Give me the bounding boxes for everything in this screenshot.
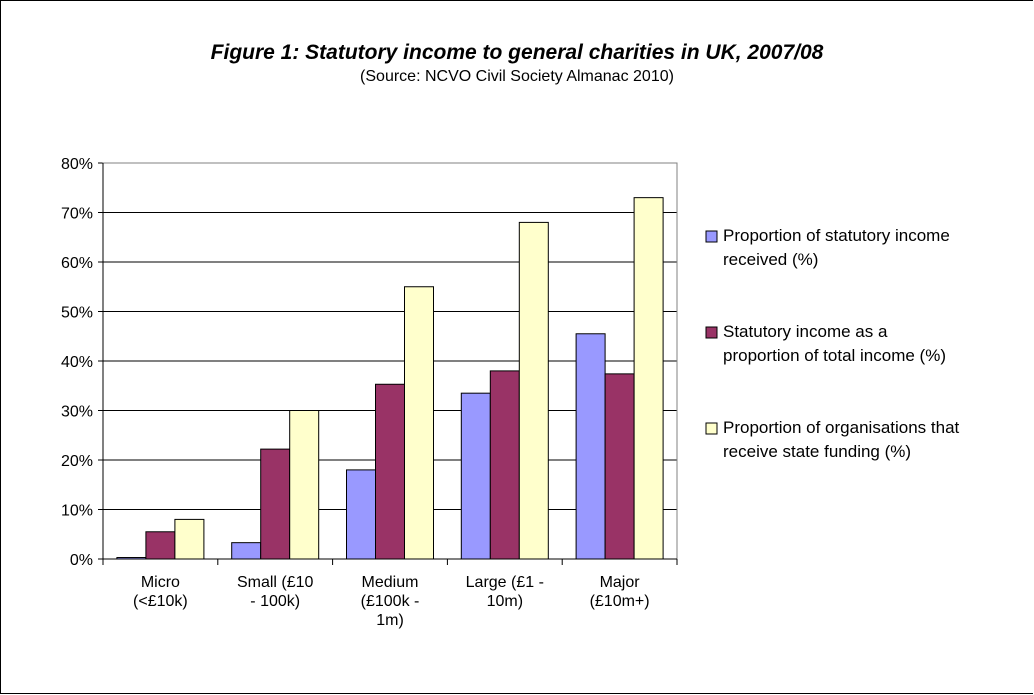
legend-swatch (705, 230, 718, 243)
legend-label: Proportion of organisations that receive … (723, 418, 960, 461)
bar-2 (489, 370, 520, 560)
bar-2 (375, 383, 405, 560)
bar-3 (404, 286, 434, 560)
legend-label: Proportion of statutory income received (… (723, 226, 950, 269)
bar-2 (145, 531, 176, 560)
y-tick-label: 40% (61, 354, 93, 371)
y-tick-label: 10% (61, 503, 93, 520)
x-category-label: Medium (£100k -1m) (361, 574, 420, 629)
bar-1 (346, 469, 376, 560)
bar-2 (604, 373, 635, 560)
bar-1 (231, 542, 262, 560)
y-tick-label: 70% (61, 206, 93, 223)
x-category-label: Large (£1 -10m) (466, 574, 544, 610)
y-tick-label: 0% (70, 552, 93, 569)
y-tick-label: 50% (61, 305, 93, 322)
chart-title: Figure 1: Statutory income to general ch… (210, 41, 824, 64)
x-category-label: Major (£10m+) (590, 574, 650, 610)
y-tick-label: 30% (61, 404, 93, 421)
axis-labels: 0% 10% 20% 30% 40% 50% 60% 70% 80% Micro (<£10k) Sm… (61, 156, 650, 629)
bars (116, 197, 664, 560)
y-tick-label: 20% (61, 453, 93, 470)
y-tick-label: 60% (61, 255, 93, 272)
bar-2 (260, 448, 291, 560)
legend-swatch (705, 326, 718, 339)
legend-swatch (705, 422, 718, 435)
bar-3 (518, 221, 549, 560)
chart-subtitle: (Source: NCVO Civil Society Almanac 2010… (360, 68, 674, 85)
legend: Proportion of statutory income received (… (705, 226, 960, 461)
bar-3 (174, 518, 205, 560)
axes (98, 162, 678, 565)
x-category-label: Micro (<£10k) (133, 574, 188, 610)
bar-3 (633, 197, 664, 560)
x-category-label: Small (£10- 100k) (237, 574, 314, 610)
legend-label: Statutory income as a proportion of total… (723, 322, 946, 365)
bar-1 (575, 333, 606, 560)
bar-1 (460, 392, 491, 560)
y-tick-label: 80% (61, 156, 93, 173)
bar-3 (289, 410, 320, 560)
